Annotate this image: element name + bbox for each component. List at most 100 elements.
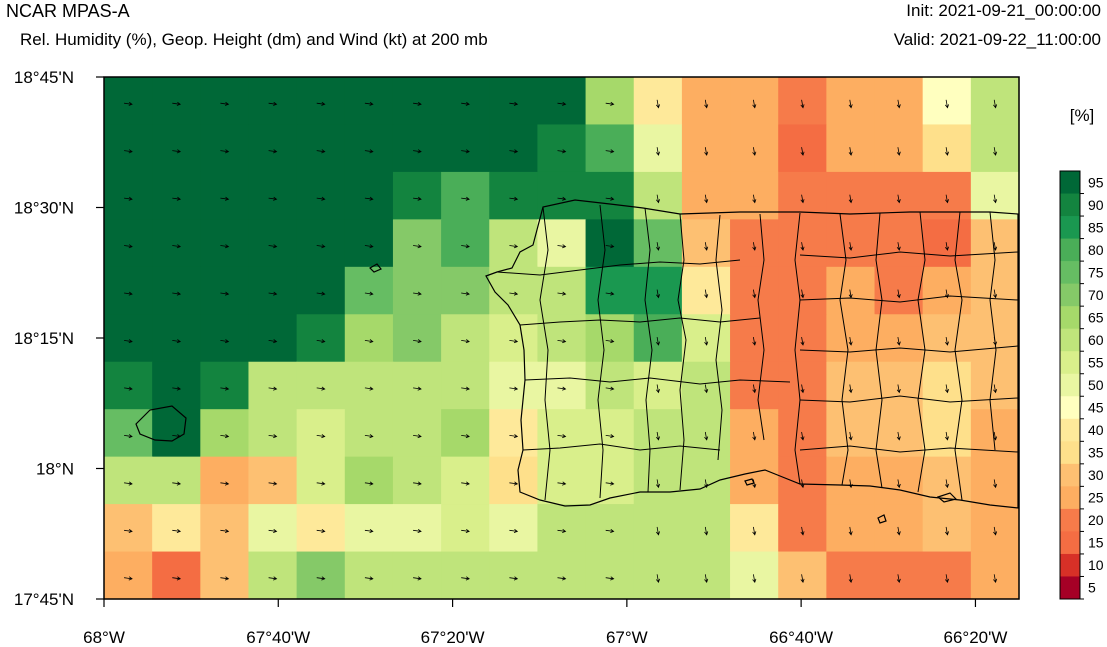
x-tick-label: 67°W: [606, 628, 648, 647]
wind-arrow: [557, 196, 567, 201]
humidity-cell: [489, 77, 539, 126]
humidity-cell: [296, 361, 346, 410]
humidity-cell: [441, 551, 490, 600]
wind-arrow: [848, 384, 853, 394]
municipality-boundary: [799, 345, 1019, 353]
humidity-cell: [922, 361, 972, 410]
wind-arrow: [172, 149, 182, 154]
wind-arrow: [220, 196, 230, 201]
wind-arrow: [896, 242, 901, 251]
wind-arrow: [655, 242, 660, 251]
colorbar-label: 90: [1088, 197, 1104, 213]
wind-arrow: [800, 337, 805, 346]
humidity-cell: [778, 219, 827, 268]
wind-arrow: [124, 196, 133, 201]
humidity-cell: [585, 124, 635, 173]
humidity-cell: [537, 551, 587, 600]
colorbar-label: 5: [1088, 580, 1096, 596]
wind-arrow: [364, 149, 374, 154]
humidity-cell: [152, 314, 201, 363]
humidity-cell: [826, 266, 876, 315]
wind-arrow: [461, 386, 470, 391]
humidity-cell: [441, 124, 490, 173]
humidity-cell: [152, 171, 201, 220]
wind-arrow: [413, 339, 422, 344]
humidity-cell: [970, 551, 1020, 600]
humidity-cell: [633, 171, 683, 220]
humidity-cell: [874, 504, 924, 553]
humidity-cell: [778, 551, 827, 600]
humidity-cell: [441, 266, 490, 315]
humidity-cell: [392, 266, 442, 315]
humidity-cell: [585, 409, 635, 458]
humidity-cell: [585, 504, 635, 553]
wind-arrow: [124, 101, 133, 106]
humidity-cell: [296, 504, 346, 553]
wind-arrow: [220, 101, 230, 106]
y-tick-label: 18°N: [36, 460, 74, 479]
wind-arrow: [509, 528, 519, 533]
wind-arrow: [557, 481, 567, 486]
humidity-cell: [585, 171, 635, 220]
wind-arrow: [172, 101, 182, 106]
wind-arrow: [268, 434, 278, 439]
wind-arrow: [364, 434, 374, 439]
colorbar-label: 45: [1088, 400, 1104, 416]
wind-arrow: [655, 194, 660, 204]
wind-arrow: [413, 244, 422, 249]
municipality-boundary: [799, 445, 1019, 453]
humidity-cell: [344, 314, 394, 363]
colorbar-swatch: [1060, 283, 1080, 307]
colorbar-swatch: [1060, 171, 1080, 195]
wind-arrow: [124, 528, 133, 533]
wind-arrow: [944, 479, 949, 489]
wind-arrow: [509, 149, 519, 154]
humidity-cell: [344, 77, 394, 126]
humidity-cell: [633, 409, 683, 458]
humidity-cell: [344, 266, 394, 315]
humidity-cell: [104, 361, 153, 410]
colorbar-label: 85: [1088, 219, 1104, 235]
colorbar-frame: [1059, 170, 1081, 600]
wind-arrow: [704, 289, 709, 299]
humidity-cell: [730, 409, 779, 458]
humidity-cell: [248, 409, 298, 458]
humidity-cell: [441, 361, 490, 410]
humidity-cell: [826, 409, 876, 458]
humidity-cell: [152, 219, 201, 268]
humidity-cell: [970, 266, 1020, 315]
wind-arrow: [124, 291, 133, 296]
x-tick-label: 68°W: [83, 628, 125, 647]
humidity-cell: [826, 456, 876, 505]
humidity-cell: [826, 314, 876, 363]
wind-arrow: [752, 194, 757, 204]
wind-arrow: [752, 289, 757, 299]
colorbar-swatch: [1060, 486, 1080, 510]
humidity-cell: [392, 77, 442, 126]
wind-arrow: [605, 149, 615, 154]
humidity-cell: [826, 171, 876, 220]
wind-arrow: [993, 574, 998, 584]
wind-arrow: [848, 99, 853, 109]
wind-arrow: [509, 434, 519, 439]
humidity-cell: [344, 219, 394, 268]
wind-arrow: [364, 339, 374, 344]
wind-arrow: [944, 147, 949, 156]
wind-arrow: [993, 479, 998, 489]
humidity-cell: [248, 361, 298, 410]
humidity-cell: [200, 456, 250, 505]
humidity-cell: [489, 266, 539, 315]
wind-arrow: [557, 291, 567, 296]
wind-arrow: [268, 291, 278, 296]
humidity-cell: [392, 551, 442, 600]
wind-arrow: [993, 526, 998, 536]
humidity-cell: [104, 171, 153, 220]
humidity-cell: [248, 219, 298, 268]
municipality-boundary: [954, 211, 963, 501]
colorbar-label: 80: [1088, 242, 1104, 258]
humidity-cell: [874, 361, 924, 410]
wind-arrow: [172, 196, 182, 201]
humidity-cell: [441, 171, 490, 220]
humidity-cell: [248, 551, 298, 600]
wind-arrow: [124, 339, 133, 344]
